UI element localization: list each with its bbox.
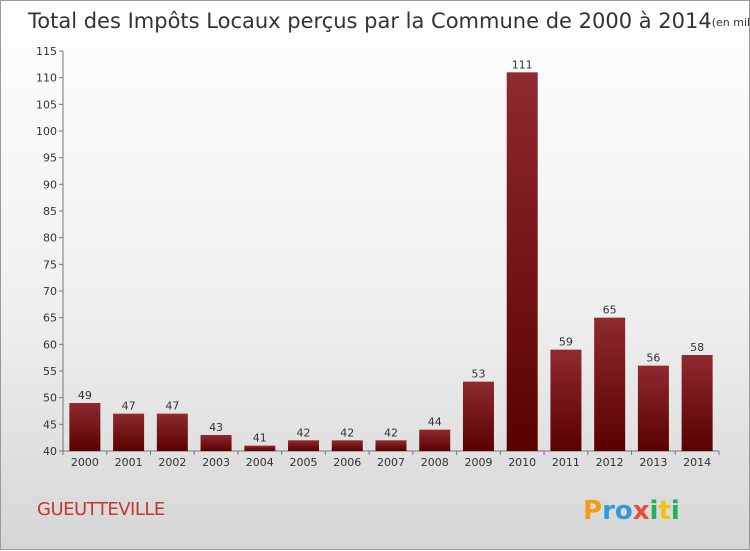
x-tick-label: 2012 (596, 456, 624, 469)
proxiti-logo: Proxiti (583, 496, 680, 526)
bar-2002 (156, 413, 188, 451)
y-tick-label: 85 (43, 205, 57, 218)
x-tick-label: 2008 (421, 456, 449, 469)
x-tick-label: 2001 (115, 456, 143, 469)
logo-letter: x (633, 496, 650, 526)
y-tick-label: 65 (43, 312, 57, 325)
bar-2013 (637, 365, 669, 451)
data-labels: 49 47 47 43 41 42 42 42 44 53 111 59 65 56 58 (78, 58, 704, 444)
bar-2000 (69, 403, 101, 451)
x-tick-label: 2007 (377, 456, 405, 469)
bar-2012 (594, 317, 626, 451)
bar-2004 (244, 445, 276, 451)
data-label: 44 (428, 416, 442, 429)
y-axis-ticks: 40 45 50 55 60 65 70 75 80 85 90 95 100 105 110 115 (36, 45, 63, 458)
x-tick-label: 2010 (508, 456, 536, 469)
y-tick-label: 40 (43, 445, 57, 458)
data-label: 53 (471, 368, 485, 381)
data-label: 47 (165, 400, 179, 413)
logo-letter: i (671, 496, 680, 526)
y-tick-label: 90 (43, 178, 57, 191)
x-tick-label: 2014 (683, 456, 711, 469)
data-label: 42 (340, 426, 354, 439)
x-tick-label: 2002 (158, 456, 186, 469)
chart-title-unit: (en milliers d'€) (712, 16, 750, 29)
y-tick-label: 115 (36, 45, 57, 58)
y-tick-label: 110 (36, 72, 57, 85)
bar-series (69, 72, 713, 451)
y-tick-label: 45 (43, 418, 57, 431)
bar-2007 (375, 440, 407, 451)
data-label: 41 (253, 432, 267, 445)
y-tick-label: 95 (43, 152, 57, 165)
y-tick-label: 60 (43, 338, 57, 351)
y-tick-label: 80 (43, 232, 57, 245)
logo-letter: i (650, 496, 659, 526)
bar-2011 (550, 349, 582, 451)
bar-2008 (419, 429, 451, 451)
x-tick-label: 2003 (202, 456, 230, 469)
x-tick-label: 2000 (71, 456, 99, 469)
chart-title-main: Total des Impôts Locaux perçus par la Co… (27, 9, 712, 33)
data-label: 42 (384, 426, 398, 439)
logo-letter: P (583, 496, 602, 526)
data-label: 49 (78, 389, 92, 402)
data-label: 42 (297, 426, 311, 439)
commune-name: GUEUTTEVILLE (37, 499, 165, 520)
data-label: 43 (209, 421, 223, 434)
y-tick-label: 100 (36, 125, 57, 138)
x-tick-label: 2004 (246, 456, 274, 469)
x-tick-label: 2005 (290, 456, 318, 469)
x-axis-ticks: 2000 2001 2002 2003 2004 2005 2006 2007 2008 2009… (62, 451, 720, 469)
x-tick-label: 2006 (333, 456, 361, 469)
x-tick-label: 2013 (639, 456, 667, 469)
y-tick-label: 55 (43, 365, 57, 378)
data-label: 56 (646, 352, 660, 365)
bar-2010 (506, 72, 538, 451)
data-label: 65 (603, 304, 617, 317)
x-tick-label: 2009 (464, 456, 492, 469)
y-tick-label: 50 (43, 392, 57, 405)
logo-letter: o (615, 496, 633, 526)
logo-letter: r (602, 496, 615, 526)
bar-2001 (113, 413, 145, 451)
bar-2014 (681, 355, 713, 451)
bar-2005 (288, 440, 320, 451)
data-label: 58 (690, 341, 704, 354)
data-label: 59 (559, 336, 573, 349)
data-label: 47 (122, 400, 136, 413)
data-label: 111 (512, 58, 533, 71)
bar-2009 (462, 381, 494, 451)
bar-2006 (331, 440, 363, 451)
y-tick-label: 75 (43, 258, 57, 271)
bar-2003 (200, 435, 232, 451)
chart-title: Total des Impôts Locaux perçus par la Co… (27, 9, 750, 33)
y-tick-label: 70 (43, 285, 57, 298)
y-tick-label: 105 (36, 98, 57, 111)
logo-letter: t (658, 496, 670, 526)
x-tick-label: 2011 (552, 456, 580, 469)
